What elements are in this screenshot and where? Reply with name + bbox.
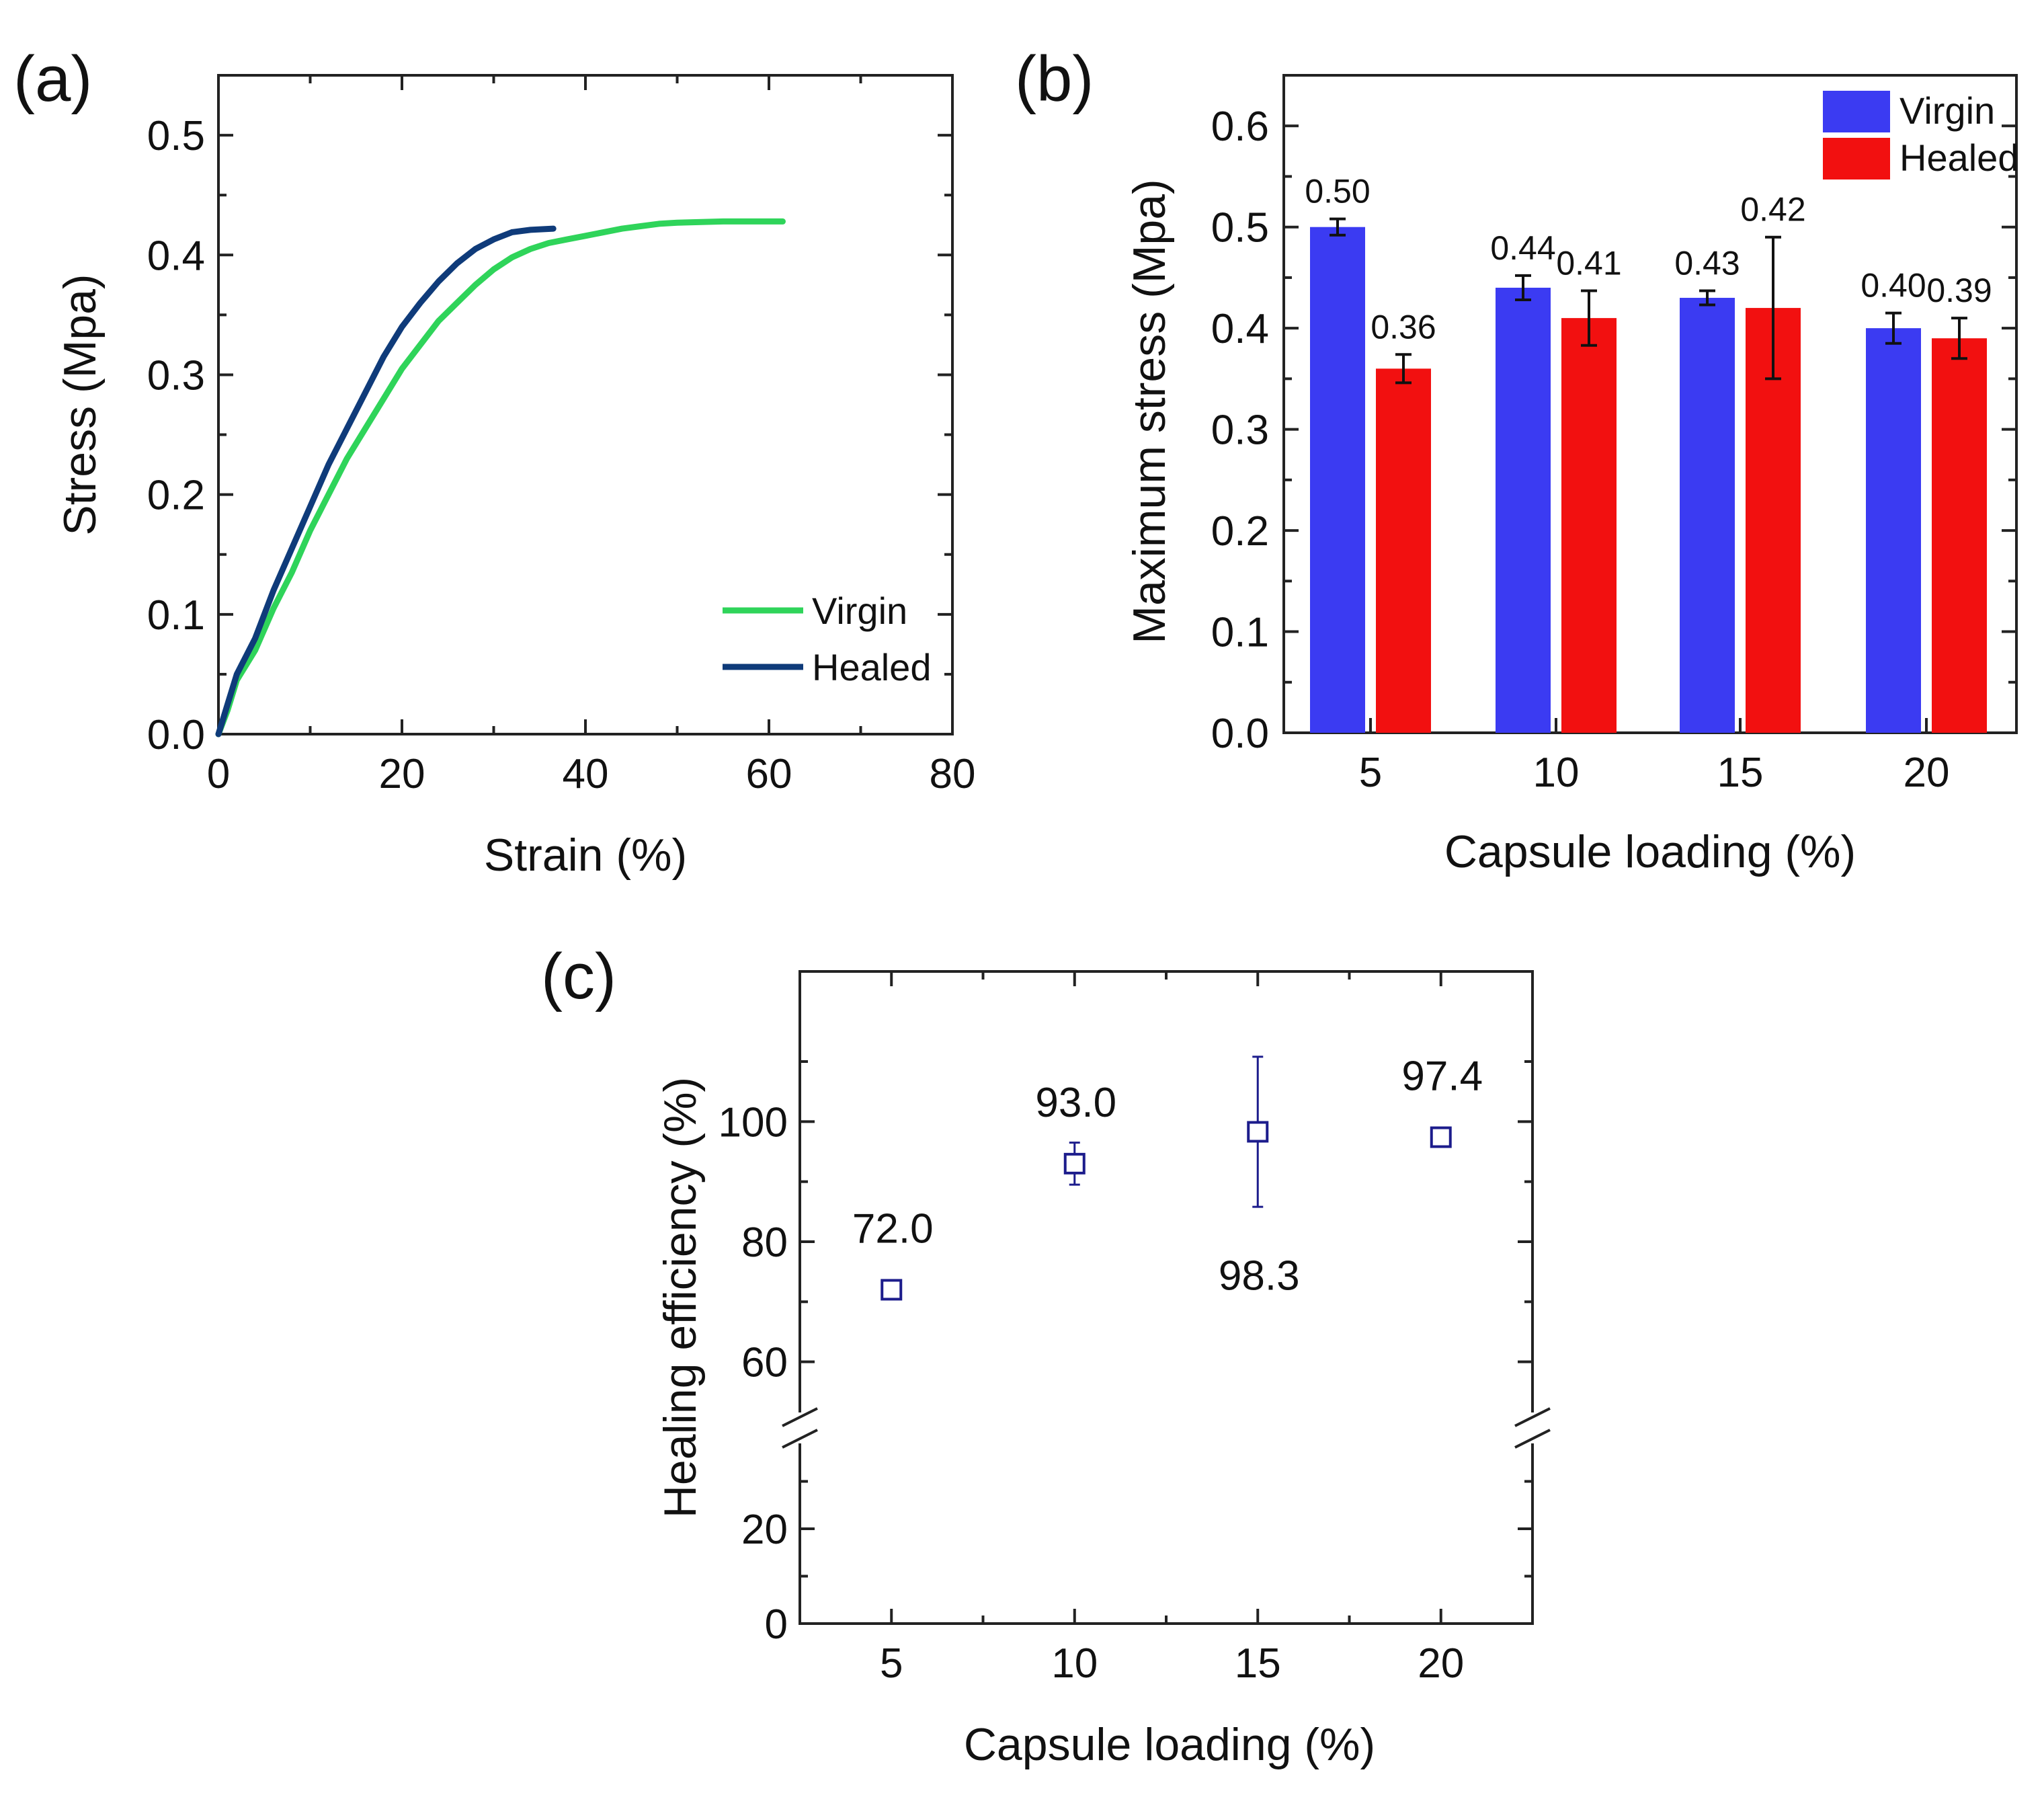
panel-a-letter: (a) [13, 43, 92, 115]
data-point-marker [881, 1279, 903, 1301]
data-label: 0.50 [1305, 173, 1370, 210]
axis-break-slash [1514, 1429, 1551, 1449]
x-tick-label: 20 [1904, 750, 1950, 796]
axis-break-slash [782, 1407, 818, 1427]
data-label: 98.3 [1219, 1253, 1300, 1300]
x-tick-label: 10 [1533, 750, 1580, 796]
panel-a-y-axis-title: Stress (Mpa) [54, 274, 106, 535]
bar-virgin-20 [1866, 328, 1921, 733]
panel-c-y-axis-title: Healing efficiency (%) [655, 1077, 706, 1518]
panel-b-bars: 0.50 0.44 0.43 0.40 0.36 0.41 0.42 0.39 [1305, 173, 1992, 733]
x-tick-label: 20 [379, 751, 425, 797]
panel-c-ticks: 0 20 60 80 100 5 10 15 20 [719, 971, 1532, 1687]
data-label: 72.0 [852, 1205, 934, 1252]
y-tick-label: 0.0 [1211, 711, 1269, 757]
data-label: 0.42 [1740, 191, 1805, 229]
x-tick-label: 15 [1717, 750, 1764, 796]
legend-label-healed: Healed [1899, 136, 2018, 179]
data-label: 93.0 [1035, 1080, 1116, 1126]
series-line-virgin [215, 218, 786, 737]
y-tick-label: 0.3 [1211, 407, 1269, 454]
x-tick-label: 15 [1235, 1640, 1281, 1687]
panel-b-max-stress-bar-chart: 0.500.44 0.430.400.360.410.420.39 0.00.10… [1124, 74, 2018, 877]
y-tick-label: 0.2 [1211, 508, 1269, 555]
data-label: 97.4 [1401, 1053, 1483, 1100]
panel-a-x-axis-title: Strain (%) [484, 830, 687, 881]
y-tick-label: 0.2 [147, 473, 205, 519]
panel-b-letter: (b) [1015, 43, 1094, 115]
data-label: 0.36 [1371, 308, 1436, 346]
y-tick-label: 0.1 [147, 592, 205, 639]
axis-break-slash [1514, 1407, 1551, 1427]
panel-b-y-axis-title: Maximum stress (Mpa) [1124, 179, 1175, 643]
panel-b-x-axis-title: Capsule loading (%) [1444, 826, 1856, 877]
y-tick-label: 100 [719, 1099, 788, 1146]
panel-a-plot-frame [217, 74, 954, 735]
x-tick-label: 10 [1051, 1640, 1098, 1687]
data-label: 0.44 [1490, 229, 1555, 267]
panel-a-ticks: 0 20 40 60 80 0.0 0.1 0.2 0.3 0.4 0.5 [147, 74, 976, 797]
series-line-healed [215, 225, 557, 737]
panel-c-x-axis-title: Capsule loading (%) [964, 1719, 1375, 1770]
x-tick-label: 0 [207, 751, 230, 797]
bar-virgin-5 [1310, 227, 1365, 733]
panel-b-ticks: 0.0 0.1 0.2 0.3 0.4 0.5 0.6 5 10 15 20 [1211, 104, 2016, 796]
y-tick-label: 60 [741, 1340, 788, 1386]
x-tick-label: 40 [563, 751, 609, 797]
data-label: 0.41 [1556, 244, 1621, 282]
legend-swatch-virgin [1823, 91, 1890, 132]
x-tick-label: 20 [1418, 1640, 1464, 1687]
data-point-marker [1063, 1152, 1086, 1174]
y-tick-label: 0.6 [1211, 104, 1269, 150]
axis-break-slash [782, 1429, 818, 1449]
data-label: 0.40 [1861, 267, 1926, 305]
data-point-marker [1247, 1121, 1269, 1143]
bar-healed-5 [1376, 368, 1431, 733]
panel-a-curves [215, 218, 786, 737]
x-tick-label: 80 [930, 751, 976, 797]
y-tick-label: 0.5 [147, 113, 205, 159]
data-label: 0.43 [1674, 244, 1740, 282]
bar-healed-10 [1561, 318, 1617, 733]
data-label: 0.39 [1926, 272, 1992, 309]
y-tick-label: 0 [765, 1601, 788, 1648]
x-tick-label: 5 [880, 1640, 903, 1687]
panel-c-healing-efficiency-chart: 0 20 60 80 100 5 10 15 20 72.0 93.0 98.3 97.4 Capsu… [655, 970, 1551, 1770]
y-tick-label: 0.5 [1211, 205, 1269, 251]
y-tick-label: 0.3 [147, 352, 205, 399]
bar-healed-20 [1932, 338, 1987, 733]
panel-a-stress-strain-chart: 0 20 40 60 80 0.0 0.1 0.2 0.3 0.4 0.5 Virgin Heale… [54, 74, 976, 881]
y-tick-label: 0.4 [147, 233, 205, 279]
y-tick-label: 0.1 [1211, 610, 1269, 656]
data-point-marker [1430, 1126, 1452, 1148]
legend-label-virgin: Virgin [812, 590, 907, 632]
panel-c-points: 72.0 93.0 98.3 97.4 [852, 1053, 1483, 1301]
panel-a-legend: Virgin Healed [723, 590, 931, 688]
y-tick-label: 80 [741, 1220, 788, 1266]
legend-label-virgin: Virgin [1899, 89, 1995, 132]
panel-c-axis-break-marks [782, 1407, 1551, 1449]
panel-b-plot-frame [1282, 74, 2018, 734]
legend-swatch-healed [1823, 138, 1890, 180]
bar-virgin-15 [1680, 298, 1735, 733]
legend-label-healed: Healed [812, 646, 931, 688]
y-tick-label: 0.0 [147, 712, 205, 758]
y-tick-label: 0.4 [1211, 306, 1269, 352]
x-tick-label: 60 [746, 751, 792, 797]
panel-b-legend: Virgin Healed [1823, 89, 2018, 180]
x-tick-label: 5 [1359, 750, 1382, 796]
y-tick-label: 20 [741, 1507, 788, 1553]
bar-virgin-10 [1496, 287, 1551, 733]
panel-c-letter: (c) [541, 941, 616, 1012]
